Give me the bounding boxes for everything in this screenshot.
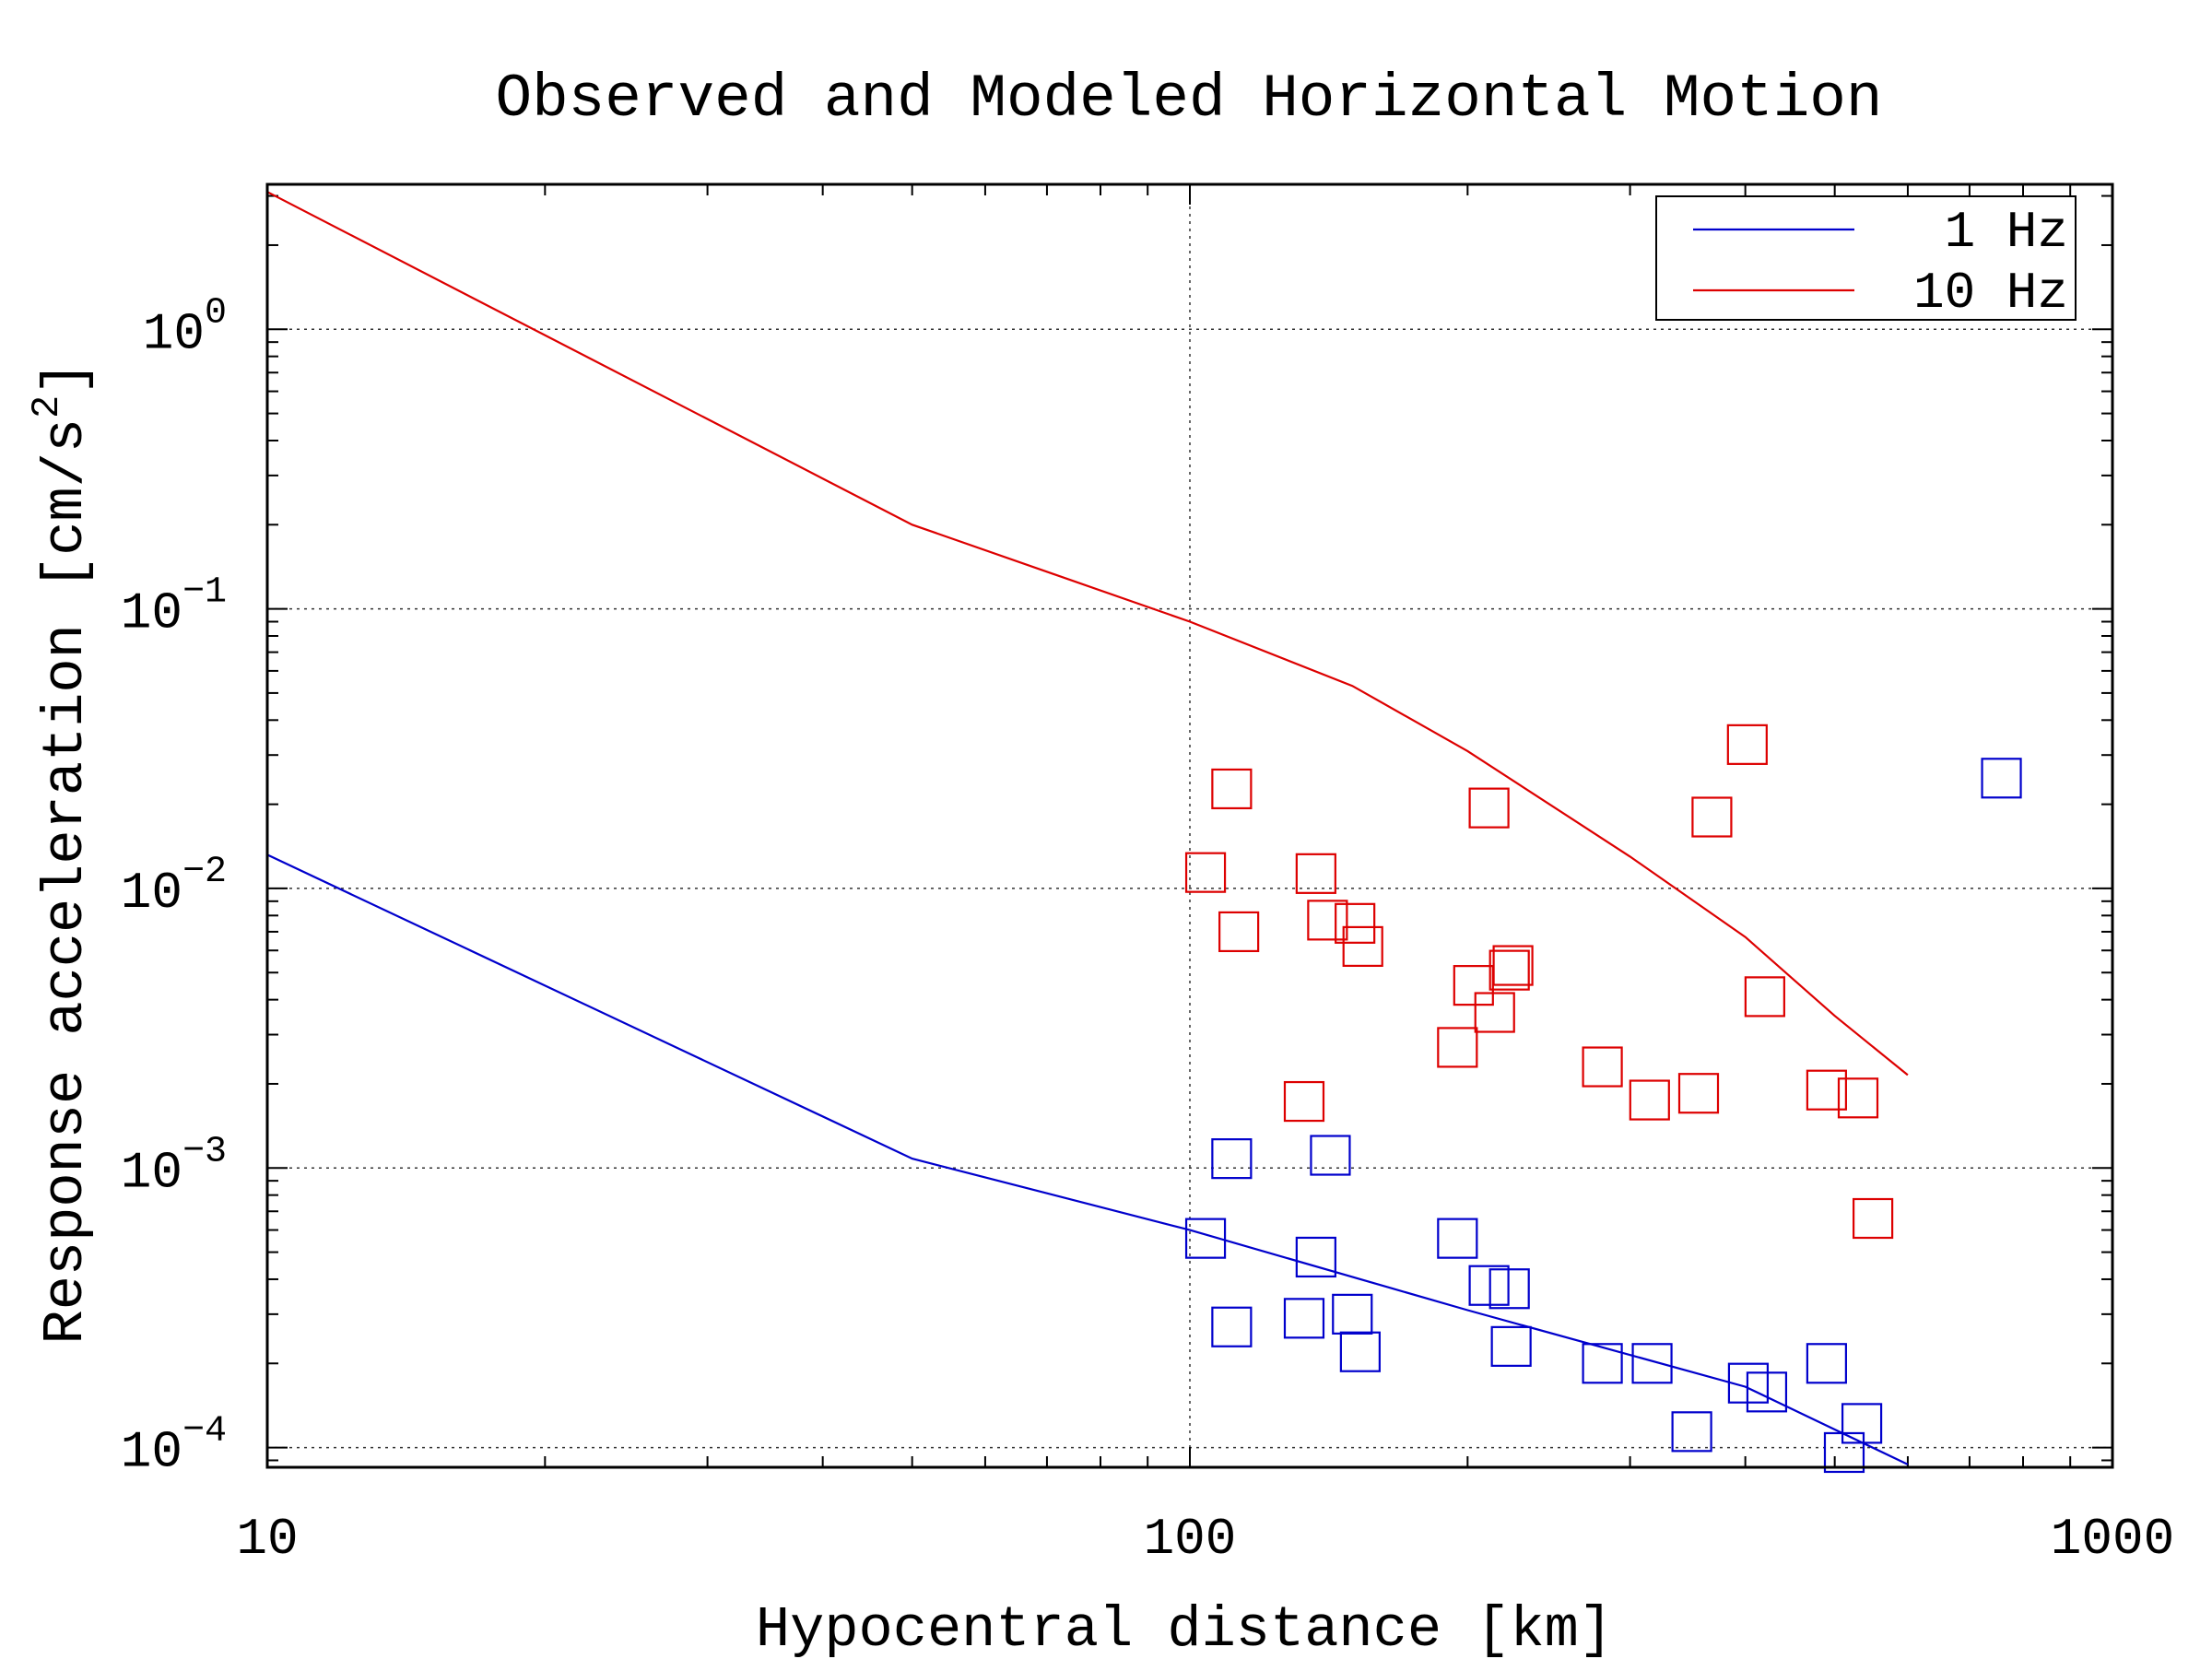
x-axis-label: Hypocentral distance [km] (756, 1597, 1613, 1659)
series-1hz-observed-point (1211, 1306, 1253, 1347)
series-10hz-observed-point (1582, 1046, 1623, 1088)
y-tick-label: 10−2 (121, 852, 227, 923)
series-1hz-observed-point (1283, 1298, 1325, 1339)
y-tick-label-base: 10 (121, 1423, 182, 1482)
series-10hz-observed-point (1184, 852, 1227, 893)
series-10hz-observed-point (1295, 853, 1336, 894)
y-tick-label-exponent: −2 (182, 852, 227, 893)
x-tick-label: 100 (1144, 1510, 1237, 1569)
series-1hz-observed-point (1671, 1411, 1712, 1453)
series-1hz-observed-point (1631, 1343, 1673, 1384)
series-10hz-observed-point (1211, 768, 1253, 810)
series-10hz-observed-point (1468, 787, 1510, 829)
series-1hz-observed-point (1841, 1403, 1883, 1444)
series-1hz-observed-point (1310, 1135, 1351, 1176)
y-tick-label: 10−3 (121, 1131, 227, 1202)
series-1hz-observed-point (1806, 1343, 1847, 1384)
y-tick-label: 100 (143, 292, 227, 363)
series-10hz-observed-point (1492, 945, 1534, 986)
y-tick-label: 10−4 (121, 1411, 227, 1482)
series-10hz-observed-point (1283, 1080, 1325, 1123)
series-10hz-observed-point (1629, 1079, 1670, 1121)
y-tick-label-base: 10 (121, 1143, 182, 1202)
series-1hz-observed-point (1823, 1431, 1865, 1474)
series-1hz-observed-point (1295, 1236, 1336, 1278)
y-tick-label-exponent: −1 (182, 572, 227, 614)
y-tick-label: 10−1 (121, 572, 227, 643)
series-1hz-observed-point (1746, 1371, 1788, 1413)
series-10hz-observed-point (1437, 1027, 1478, 1068)
series-1hz-observed-point (1184, 1218, 1227, 1259)
series-10hz-observed-point (1335, 902, 1376, 944)
x-tick-label: 1000 (2051, 1510, 2174, 1569)
legend-10hz-label: 10 Hz (1913, 264, 2068, 323)
series-10hz-observed-point (1488, 949, 1530, 991)
y-tick-label-base: 10 (121, 864, 182, 923)
series-10hz-observed-point (1307, 900, 1348, 941)
y-tick-label-exponent: −4 (182, 1411, 227, 1453)
series-10hz-observed-point (1474, 992, 1515, 1033)
chart-title: Observed and Modeled Horizontal Motion (495, 65, 1882, 134)
series-1hz-observed-point (1437, 1218, 1478, 1259)
x-tick-label: 10 (236, 1510, 298, 1569)
series-10hz-observed-point (1744, 976, 1785, 1018)
y-tick-label-base: 10 (121, 584, 182, 643)
y-axis-label: Response acceleration [cm/s2] (25, 360, 99, 1344)
series-1hz-observed-point (1332, 1293, 1373, 1335)
y-tick-label-base: 10 (143, 304, 205, 363)
series-10hz-observed-point (1677, 1073, 1720, 1114)
y-tick-label-exponent: 0 (205, 292, 227, 334)
plot-frame (265, 182, 2114, 1469)
y-axis-label-superscript: 2 (25, 395, 69, 418)
x-tick-labels: 10 100 1000 (236, 1510, 2174, 1569)
series-10hz-observed-point (1837, 1077, 1879, 1119)
series-1hz-observed-point (1490, 1325, 1532, 1367)
series-1hz-observed-point (1339, 1331, 1381, 1372)
series-10hz-observed-point (1853, 1197, 1894, 1240)
series-10hz-observed-point (1342, 925, 1383, 968)
legend-box (1655, 195, 2077, 321)
series-1hz-observed-point (1211, 1138, 1253, 1180)
y-tick-label-exponent: −3 (182, 1131, 227, 1172)
series-10hz-model-line (266, 191, 1909, 1077)
series-10hz-observed-point (1806, 1069, 1847, 1111)
series-1hz-observed-point (1981, 758, 2022, 799)
series-1hz-observed-point (1582, 1343, 1623, 1384)
series-10hz-observed-point (1726, 724, 1768, 765)
series-1hz-model-line (266, 853, 1909, 1465)
series-1hz-observed-point (1488, 1268, 1530, 1310)
series-10hz-observed-point (1218, 911, 1260, 953)
legend-1hz-label: 1 Hz (1945, 203, 2068, 262)
series-10hz-observed-point (1691, 796, 1733, 838)
y-axis-label-main: Response acceleration [cm/s (33, 418, 99, 1345)
y-axis-label-end: ] (33, 360, 99, 394)
